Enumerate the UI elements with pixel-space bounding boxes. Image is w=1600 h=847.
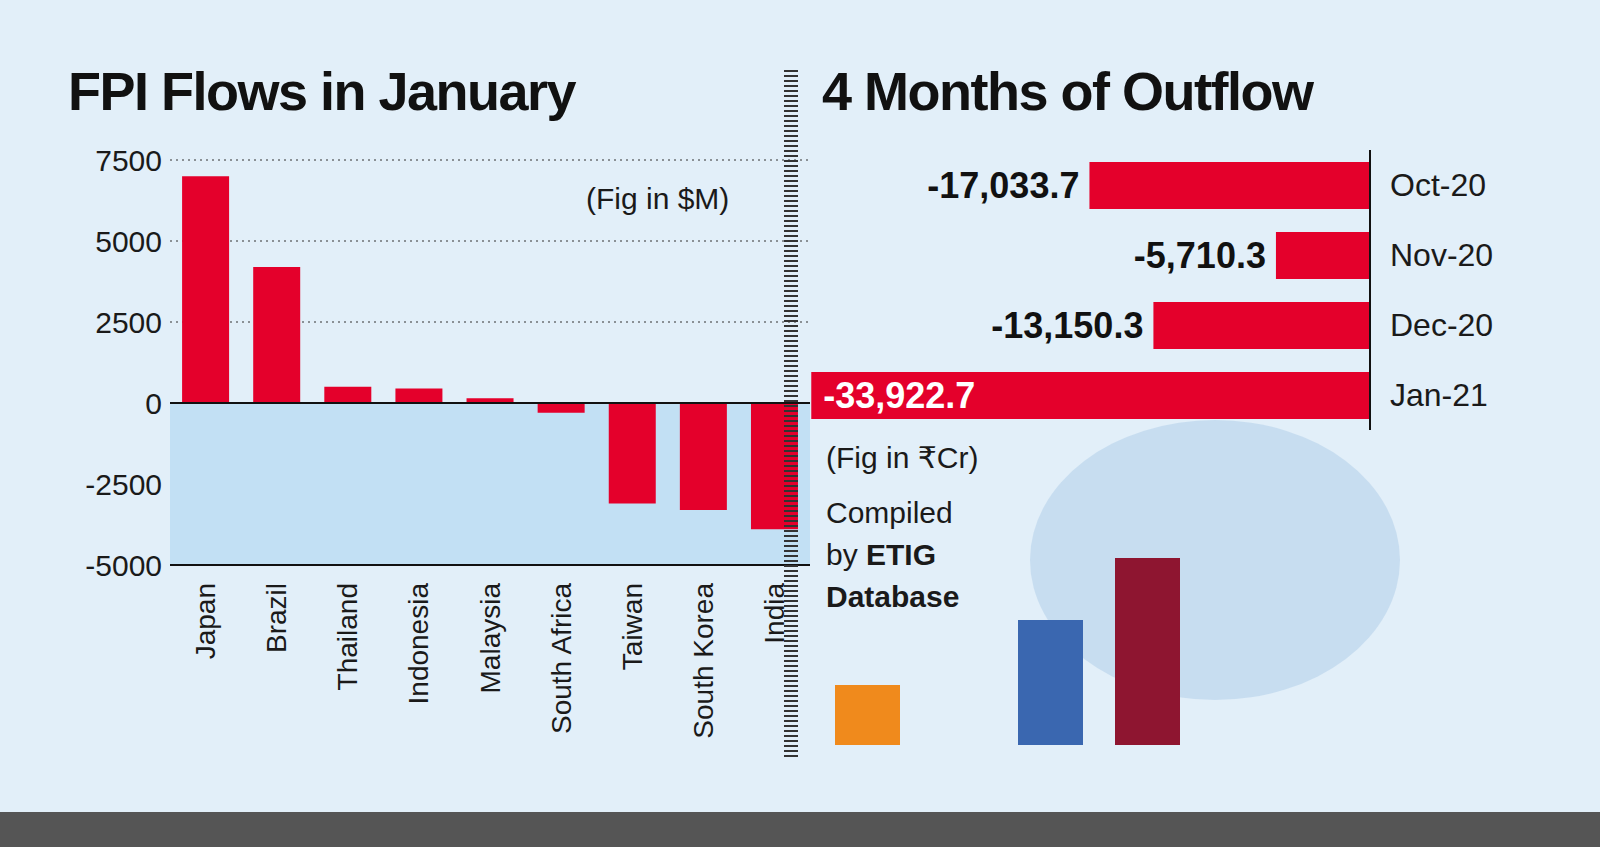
svg-text:Jan-21: Jan-21 (1390, 377, 1488, 413)
svg-text:South Korea: South Korea (688, 583, 719, 739)
svg-text:-13,150.3: -13,150.3 (991, 305, 1143, 346)
svg-text:-33,922.7: -33,922.7 (823, 375, 975, 416)
html-text:(Fig in $M): (Fig in $M) (586, 182, 730, 215)
svg-text:-2500: -2500 (85, 468, 162, 501)
svg-text:Brazil: Brazil (261, 583, 292, 653)
svg-text:-17,033.7: -17,033.7 (927, 165, 1079, 206)
html-text:4 Months of Outflow: 4 Months of Outflow (822, 61, 1313, 121)
svg-text:Malaysia: Malaysia (475, 583, 506, 694)
svg-text:Taiwan: Taiwan (617, 583, 648, 670)
svg-text:Nov-20: Nov-20 (1390, 237, 1493, 273)
svg-text:-5000: -5000 (85, 549, 162, 582)
svg-text:-5,710.3: -5,710.3 (1134, 235, 1266, 276)
svg-text:India: India (758, 583, 790, 644)
svg-text:Oct-20: Oct-20 (1390, 167, 1486, 203)
svg-text:2500: 2500 (95, 306, 162, 339)
svg-text:Dec-20: Dec-20 (1390, 307, 1493, 343)
html-text:Compiled by ETIG Database: Compiled by ETIG Database (826, 496, 960, 613)
svg-text:Thailand: Thailand (332, 583, 363, 690)
svg-text:South Africa: South Africa (546, 583, 577, 734)
svg-text:Indonesia: Indonesia (403, 583, 434, 705)
html-text:FPI Flows in January: FPI Flows in January (68, 61, 576, 121)
svg-text:5000: 5000 (95, 225, 162, 258)
svg-text:Japan: Japan (190, 583, 221, 659)
html-text:(Fig in ₹Cr): (Fig in ₹Cr) (826, 441, 979, 474)
svg-text:7500: 7500 (95, 144, 162, 177)
svg-text:0: 0 (145, 387, 162, 420)
